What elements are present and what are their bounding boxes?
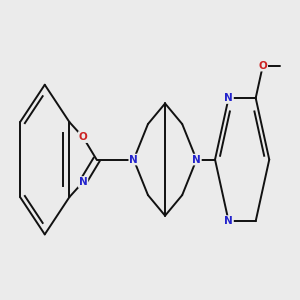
Text: N: N: [129, 154, 138, 165]
Text: O: O: [259, 61, 267, 70]
Text: O: O: [79, 132, 87, 142]
Text: N: N: [224, 216, 233, 226]
Text: N: N: [224, 93, 233, 103]
Text: N: N: [79, 177, 87, 187]
Text: N: N: [192, 154, 201, 165]
